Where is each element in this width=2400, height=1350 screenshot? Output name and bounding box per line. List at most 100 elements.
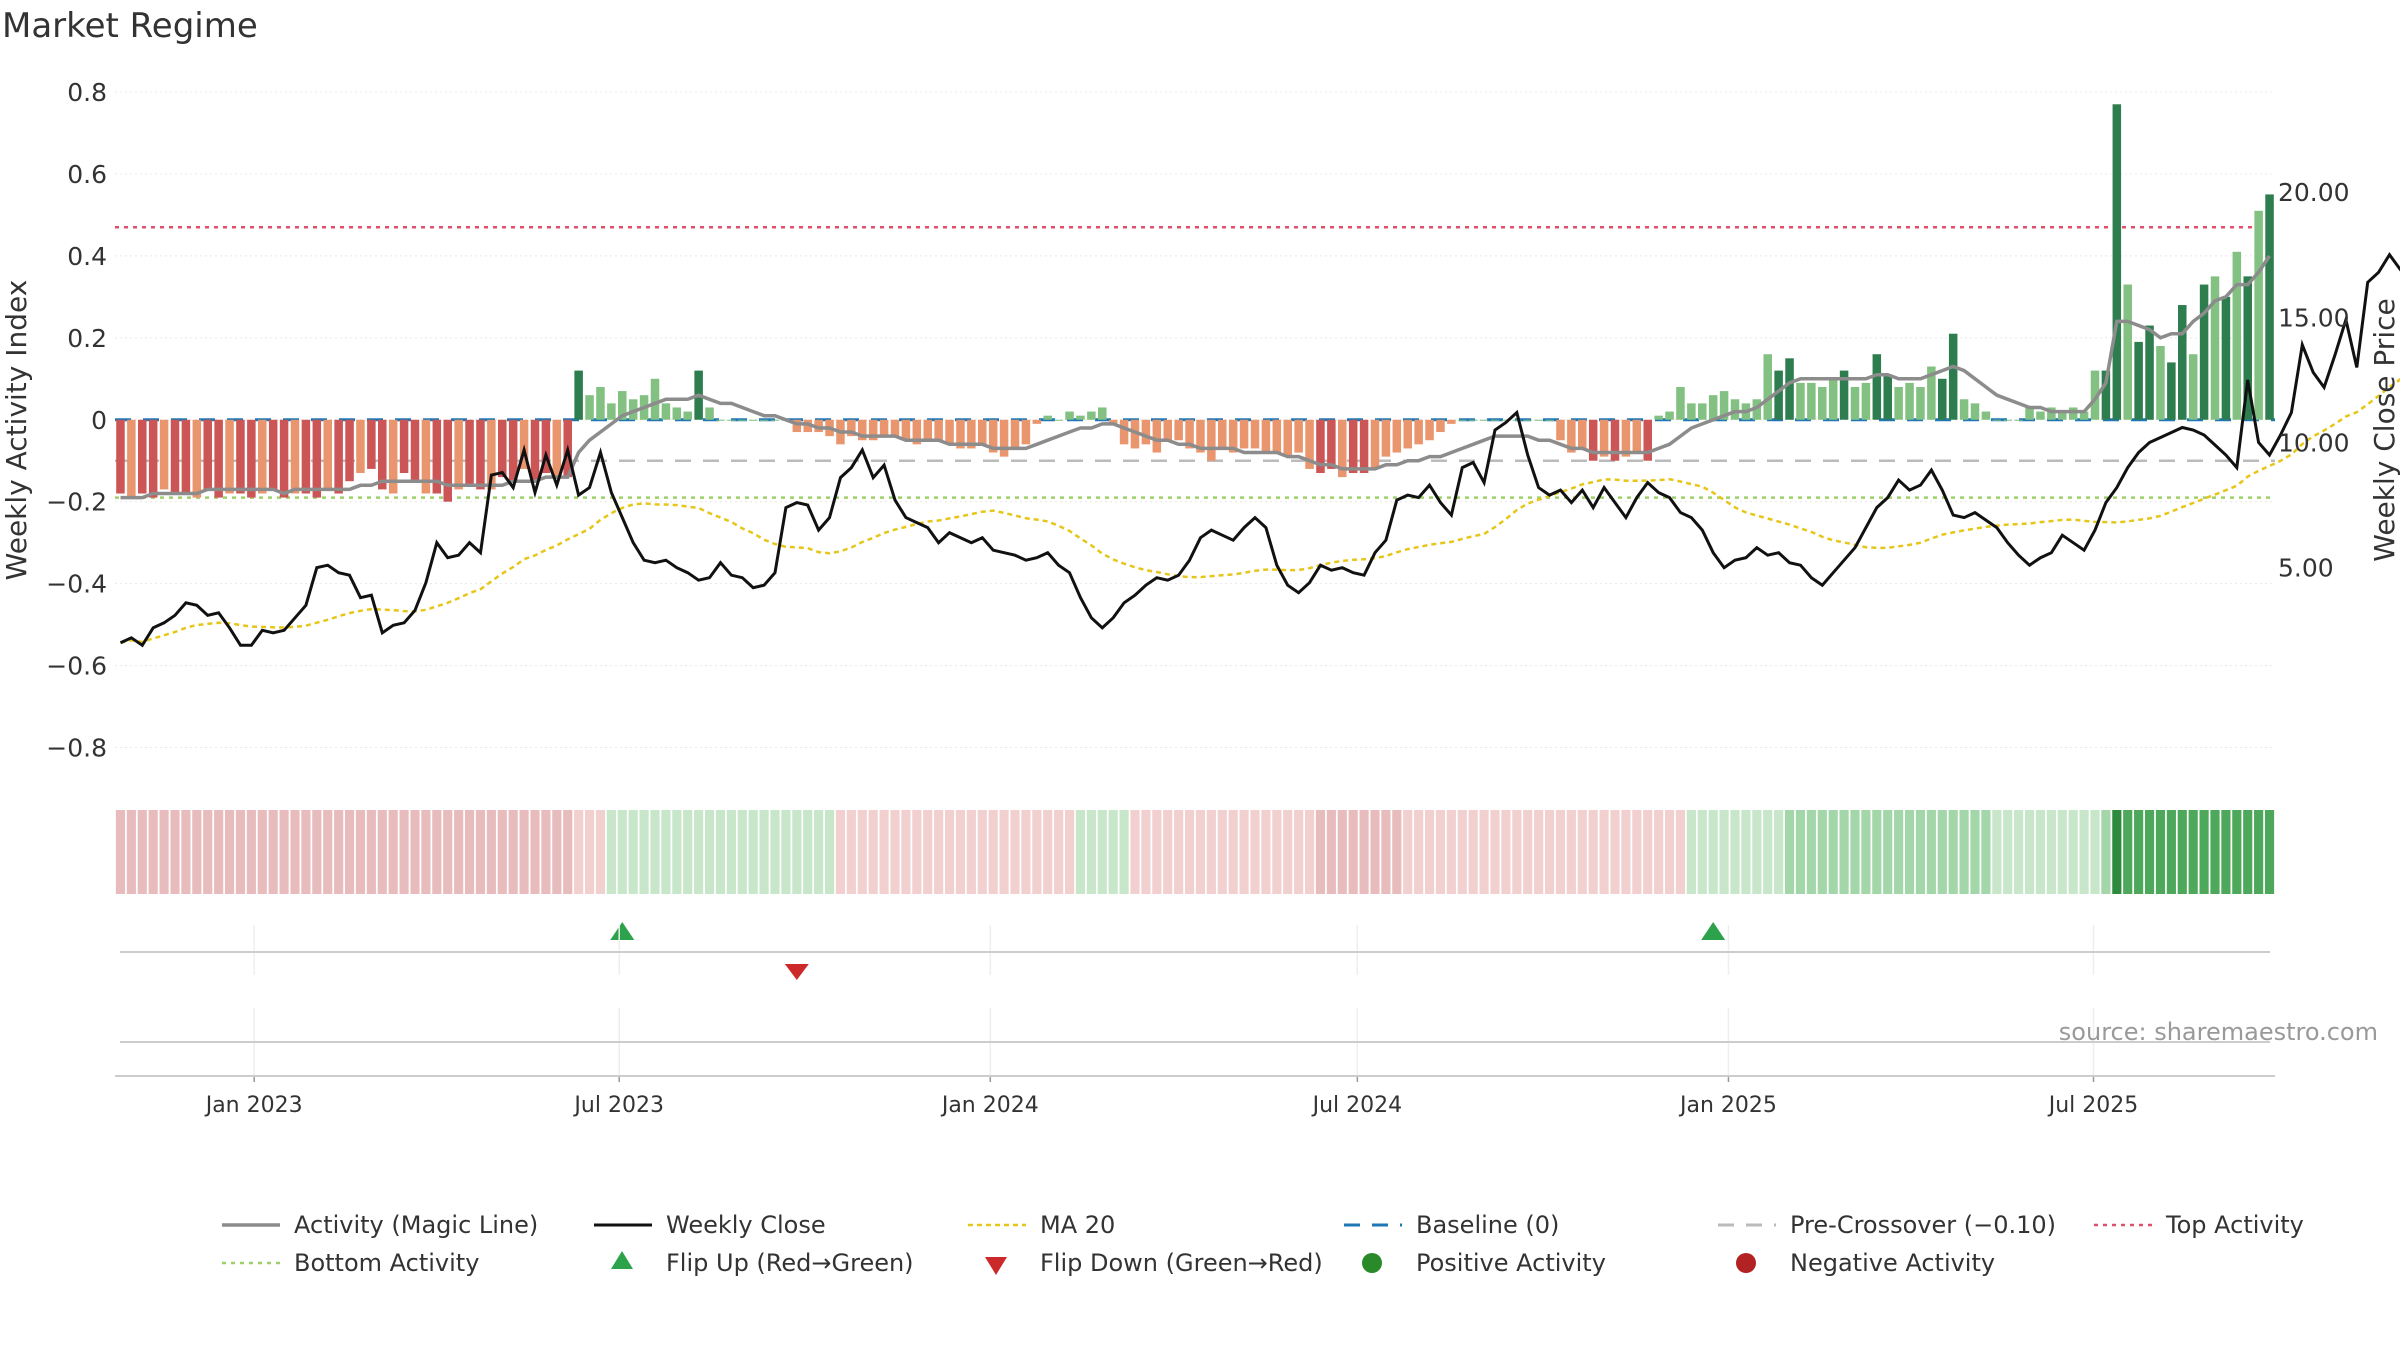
regime-cell (1730, 810, 1740, 894)
regime-cell (1435, 810, 1446, 894)
regime-cell (901, 810, 911, 894)
regime-cell (1741, 810, 1751, 894)
activity-bar (1545, 419, 1554, 421)
regime-cell (1152, 810, 1162, 894)
regime-cell (1992, 810, 2002, 894)
activity-bar (399, 419, 409, 474)
activity-bar (2167, 362, 2176, 420)
activity-bar (1065, 411, 1074, 420)
y-tick-label: 0.6 (67, 160, 107, 189)
activity-bar (301, 419, 311, 494)
regime-cell (1512, 810, 1522, 894)
regime-cell (2068, 810, 2078, 894)
regime-cell (966, 810, 976, 894)
activity-bar (628, 399, 638, 420)
activity-bar (367, 419, 376, 469)
activity-bar (1992, 419, 2002, 421)
activity-bar (2112, 104, 2122, 420)
regime-cell (1915, 810, 1926, 894)
activity-bar (170, 419, 180, 494)
activity-bar (934, 419, 943, 441)
activity-bar (2178, 305, 2187, 420)
activity-bar (443, 419, 452, 502)
regime-cell (246, 810, 256, 894)
legend-label: Negative Activity (1790, 1249, 1995, 1277)
activity-bar (978, 419, 987, 445)
regime-cell (1010, 810, 1020, 894)
regime-cell (955, 810, 966, 894)
activity-bar (127, 419, 136, 498)
regime-cell (781, 810, 791, 894)
flip-markers (610, 922, 1726, 980)
regime-cell (1370, 810, 1380, 894)
regime-cell (1424, 810, 1435, 894)
legend-swatch (1736, 1253, 1756, 1273)
activity-bar (912, 419, 922, 445)
regime-cell (912, 810, 922, 894)
regime-cell (1097, 810, 1107, 894)
lower-panels (115, 925, 2275, 1082)
regime-cell (1490, 810, 1500, 894)
regime-cell (290, 810, 300, 894)
regime-cell (1555, 810, 1566, 894)
activity-bar (1687, 403, 1696, 420)
legend-item: Flip Down (Green→Red) (985, 1249, 1323, 1277)
activity-bar (1981, 411, 1991, 420)
activity-bar (1119, 419, 1129, 445)
regime-cell (115, 810, 126, 894)
regime-cell (2014, 810, 2024, 894)
y-axis-label: Weekly Activity Index (0, 280, 33, 581)
activity-bar (2134, 341, 2143, 420)
regime-cell (617, 810, 627, 894)
regime-cell (1850, 810, 1860, 894)
activity-bar (1818, 386, 1827, 420)
legend-swatch (1362, 1253, 1382, 1273)
regime-cell (1457, 810, 1467, 894)
regime-cell (552, 810, 562, 894)
regime-cell (334, 810, 344, 894)
activity-bar (1599, 419, 1609, 457)
activity-bar (432, 419, 442, 494)
activity-bar (476, 419, 485, 490)
flip-up-marker (1701, 922, 1726, 940)
regime-cell (814, 810, 824, 894)
activity-bar (552, 419, 562, 478)
activity-bar (1043, 415, 1052, 420)
regime-cell (704, 810, 715, 894)
activity-bar (378, 419, 387, 490)
regime-cell (2134, 810, 2144, 894)
x-tick-label: Jul 2024 (1311, 1093, 1403, 1118)
activity-bar (2123, 284, 2132, 420)
regime-cell (1501, 810, 1511, 894)
regime-cell (508, 810, 518, 894)
activity-bar (1523, 419, 1532, 421)
activity-bar (1468, 419, 1478, 421)
activity-bar (1708, 395, 1718, 420)
activity-bar (1610, 419, 1620, 461)
legend-swatch (985, 1257, 1007, 1275)
regime-cell (1184, 810, 1195, 894)
activity-bar (541, 419, 551, 474)
regime-cell (1206, 810, 1216, 894)
y-tick-label: 0.4 (67, 242, 107, 271)
activity-bar (1032, 419, 1042, 424)
legend-item: MA 20 (968, 1211, 1115, 1239)
x-tick-label: Jan 2023 (204, 1093, 303, 1118)
regime-cell (388, 810, 398, 894)
activity-bar (672, 407, 682, 420)
activity-bar (1054, 419, 1063, 421)
activity-bar (2003, 419, 2012, 421)
regime-cell (1686, 810, 1696, 894)
activity-bar (956, 419, 965, 449)
activity-bar (2232, 251, 2242, 420)
regime-cell (1708, 810, 1718, 894)
activity-bar (2199, 284, 2209, 420)
regime-cell (1632, 810, 1642, 894)
regime-cell (1043, 810, 1053, 894)
regime-cell (301, 810, 311, 894)
legend-swatch (611, 1251, 633, 1269)
regime-cell (235, 810, 246, 894)
source-label: source: sharemaestro.com (2059, 1018, 2378, 1046)
activity-bar (2014, 419, 2023, 421)
